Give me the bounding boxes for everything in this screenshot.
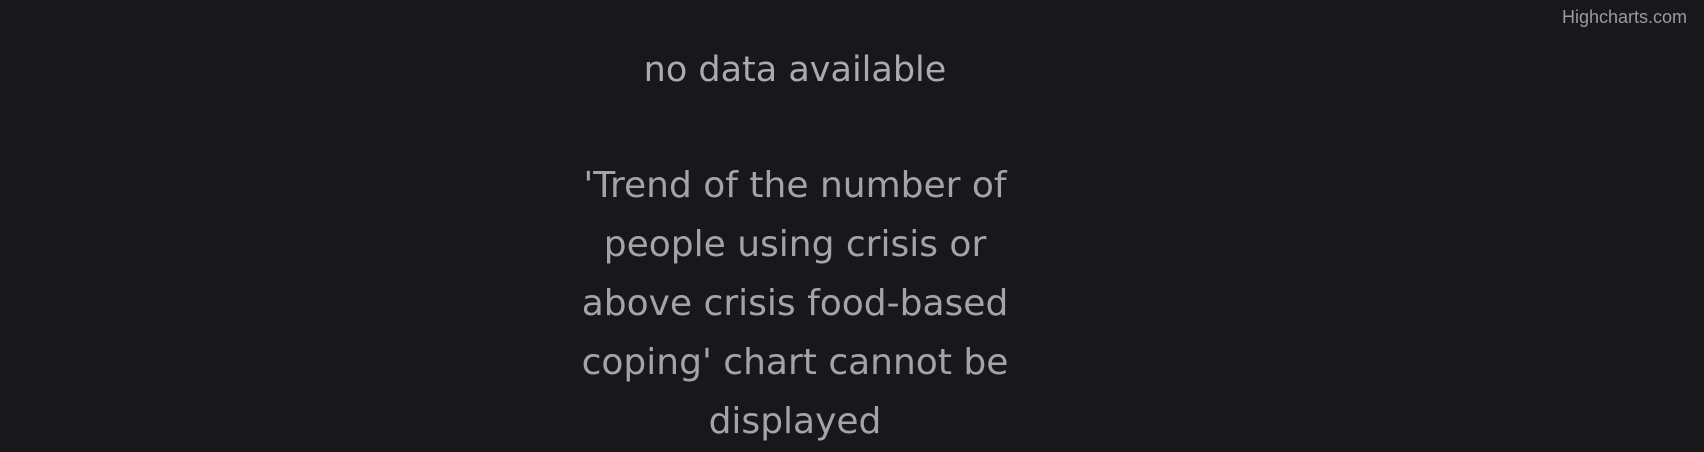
no-data-message: 'Trend of the number of people using cri… (581, 165, 1009, 442)
highcharts-credits-link[interactable]: Highcharts.com (1561, 7, 1687, 27)
no-data-title: no data available (643, 50, 947, 90)
